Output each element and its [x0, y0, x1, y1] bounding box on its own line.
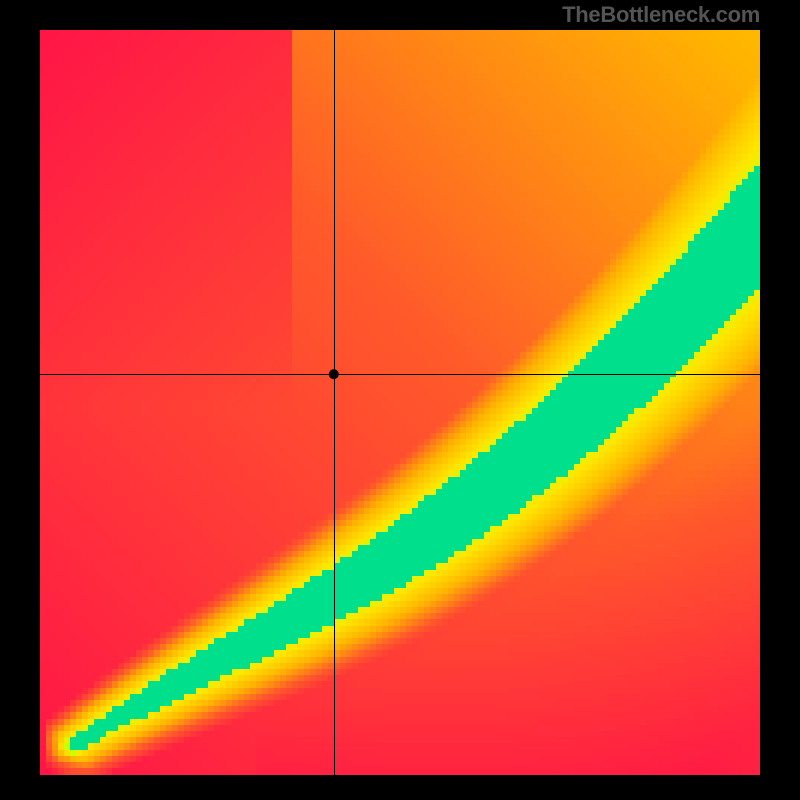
heatmap-canvas	[40, 30, 760, 775]
watermark-text: TheBottleneck.com	[562, 2, 760, 28]
heatmap-plot	[40, 30, 760, 775]
chart-container: TheBottleneck.com	[0, 0, 800, 800]
